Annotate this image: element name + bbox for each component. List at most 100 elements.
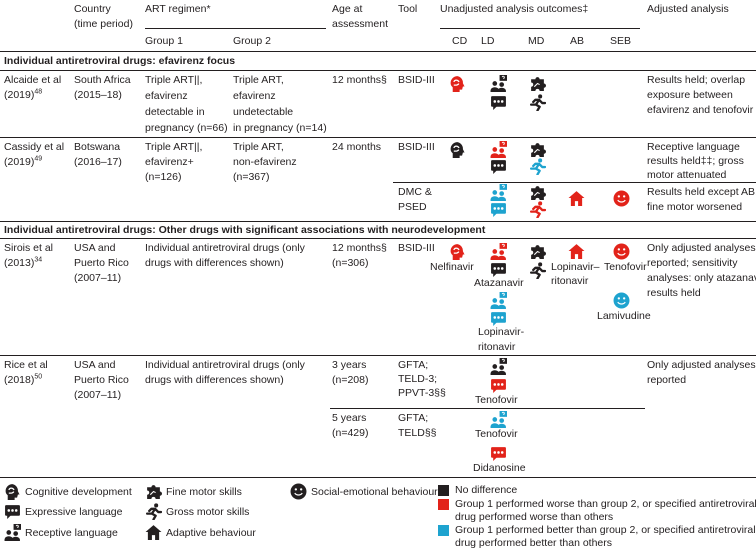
reference: 50 bbox=[34, 373, 43, 381]
reference: 49 bbox=[34, 155, 43, 163]
legend-label: drug performed better than others bbox=[455, 537, 613, 549]
rule bbox=[0, 238, 756, 239]
study: Cassidy et al bbox=[4, 141, 65, 153]
rule bbox=[145, 28, 326, 29]
icon-el bbox=[4, 503, 21, 520]
group: Triple ART, bbox=[233, 141, 284, 153]
group: non-efavirenz bbox=[233, 156, 297, 168]
legend-swatch bbox=[438, 485, 449, 496]
icon-gm bbox=[145, 503, 162, 520]
regimen: Individual antiretroviral drugs (only bbox=[145, 242, 305, 254]
group: (n=367) bbox=[233, 171, 270, 183]
study: (2013)34 bbox=[4, 256, 42, 270]
adjusted: efavirenz and tenofovir bbox=[647, 104, 754, 116]
icon-seb bbox=[613, 292, 630, 309]
country: Botswana bbox=[74, 141, 121, 153]
legend-label: Adaptive behaviour bbox=[166, 527, 256, 539]
age: (n=429) bbox=[332, 427, 369, 439]
legend-label: Cognitive development bbox=[25, 486, 132, 498]
icon-ab bbox=[568, 243, 585, 260]
adjusted: results held bbox=[647, 287, 701, 299]
icon-rl bbox=[490, 411, 507, 428]
drug-label: Lopinavir– bbox=[551, 261, 600, 273]
tool: PPVT-3§§ bbox=[398, 387, 446, 399]
country: Puerto Rico bbox=[74, 257, 129, 269]
tool: GFTA; bbox=[398, 359, 429, 371]
icon-rl bbox=[490, 292, 507, 309]
group: undetectable bbox=[233, 106, 294, 118]
drug-label: ritonavir bbox=[478, 341, 516, 353]
study-year: (2013) bbox=[4, 257, 35, 269]
icon-gm bbox=[529, 201, 546, 218]
drug-label: Tenofovir bbox=[475, 428, 518, 440]
drug-label: Nelfinavir bbox=[430, 261, 474, 273]
icon-rl bbox=[490, 358, 507, 375]
adjusted: Only adjusted analyses bbox=[647, 242, 756, 254]
column-header: Group 1 bbox=[145, 35, 183, 47]
adjusted: results held‡‡; gross bbox=[647, 155, 744, 167]
tool: TELD-3; bbox=[398, 373, 438, 385]
icon-rl bbox=[490, 243, 507, 260]
drug-label: ritonavir bbox=[551, 275, 589, 287]
icon-fm bbox=[529, 75, 546, 92]
legend-label: Group 1 performed better than group 2, o… bbox=[455, 524, 756, 536]
drug-label: Lopinavir- bbox=[478, 326, 525, 338]
tool: DMC & bbox=[398, 186, 432, 198]
drug-label: Atazanavir bbox=[474, 277, 524, 289]
regimen: drugs with differences shown) bbox=[145, 374, 284, 386]
rule bbox=[0, 355, 756, 356]
section-title: Individual antiretroviral drugs: efavire… bbox=[4, 55, 236, 67]
rule bbox=[0, 137, 756, 138]
rule bbox=[330, 408, 645, 409]
study-year: (2019) bbox=[4, 89, 35, 101]
icon-cd bbox=[449, 75, 466, 92]
study: (2018)50 bbox=[4, 373, 42, 387]
age: (n=208) bbox=[332, 374, 369, 386]
icon-el bbox=[490, 94, 507, 111]
icon-fm bbox=[145, 483, 162, 500]
icon-fm bbox=[529, 184, 546, 201]
country: USA and bbox=[74, 359, 116, 371]
column-header: ART regimen* bbox=[145, 3, 211, 15]
icon-seb bbox=[290, 483, 307, 500]
country: South Africa bbox=[74, 74, 131, 86]
icon-fm bbox=[529, 141, 546, 158]
country: USA and bbox=[74, 242, 116, 254]
regimen: drugs with differences shown) bbox=[145, 257, 284, 269]
drug-label: Didanosine bbox=[473, 462, 526, 474]
legend-label: Fine motor skills bbox=[166, 486, 242, 498]
tool: BSID-III bbox=[398, 242, 435, 254]
country: (2016–17) bbox=[74, 156, 122, 168]
tool: TELD§§ bbox=[398, 427, 437, 439]
column-header: Unadjusted analysis outcomes‡ bbox=[440, 3, 589, 15]
age: (n=306) bbox=[332, 257, 369, 269]
adjusted: Receptive language bbox=[647, 141, 740, 153]
country: (2015–18) bbox=[74, 89, 122, 101]
rule bbox=[393, 182, 756, 183]
age: 12 months§ bbox=[332, 74, 387, 86]
group: efavirenz bbox=[145, 90, 188, 102]
legend-label: No difference bbox=[455, 484, 518, 496]
legend-label: drug performed worse than others bbox=[455, 511, 614, 523]
rule bbox=[0, 221, 756, 222]
column-header: Adjusted analysis bbox=[647, 3, 729, 15]
outcome-header: SEB bbox=[610, 35, 632, 47]
section-title: Individual antiretroviral drugs: Other d… bbox=[4, 224, 486, 236]
study: (2019)49 bbox=[4, 155, 42, 169]
adjusted: exposure between bbox=[647, 89, 733, 101]
group: efavirenz+ bbox=[145, 156, 194, 168]
adjusted: fine motor worsened bbox=[647, 201, 743, 213]
country: (2007–11) bbox=[74, 389, 122, 401]
country: Puerto Rico bbox=[74, 374, 129, 386]
age: 5 years bbox=[332, 412, 367, 424]
adjusted: reported; sensitivity bbox=[647, 257, 738, 269]
icon-seb bbox=[613, 243, 630, 260]
study: Sirois et al bbox=[4, 242, 54, 254]
group: pregnancy (n=66) bbox=[145, 122, 228, 134]
adjusted: analyses: only atazanavir bbox=[647, 272, 756, 284]
icon-rl bbox=[490, 75, 507, 92]
adjusted: motor attenuated bbox=[647, 169, 727, 181]
outcome-header: AB bbox=[570, 35, 585, 47]
icon-ab bbox=[145, 524, 162, 541]
study: (2019)48 bbox=[4, 88, 42, 102]
